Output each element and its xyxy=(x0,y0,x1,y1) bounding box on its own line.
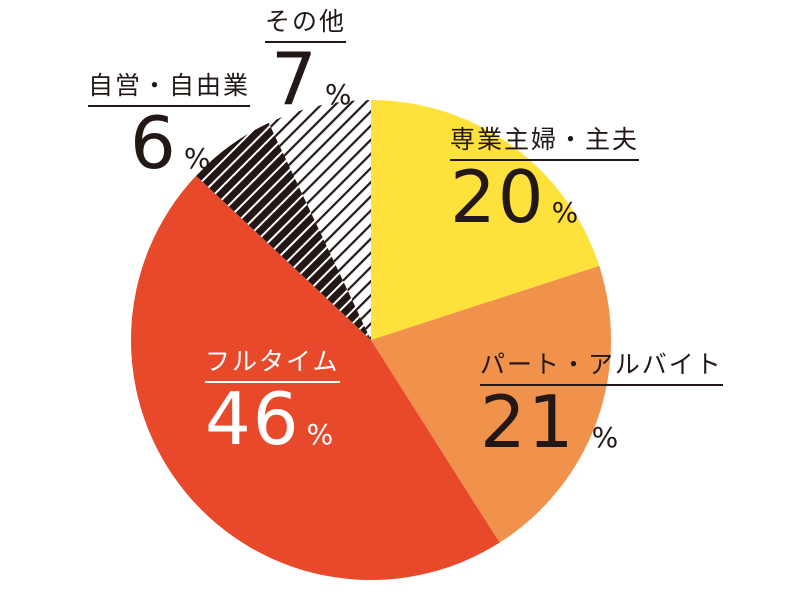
percent-sign: % xyxy=(183,142,211,175)
percent-sign: % xyxy=(551,196,579,229)
slice-label: フルタイム xyxy=(205,342,340,383)
slice-value: 21 xyxy=(480,380,576,464)
slice-value: 7 xyxy=(271,37,319,121)
slice-label: 専業主婦・主夫 xyxy=(450,120,640,161)
percent-sign: % xyxy=(324,78,352,111)
slice-value: 6 xyxy=(130,101,178,185)
label-group-2: フルタイム 46% xyxy=(205,342,340,455)
slice-label: その他 xyxy=(265,2,347,43)
label-group-1: パート・アルバイト 21% xyxy=(480,345,723,458)
pie-slice-2 xyxy=(130,175,500,581)
slice-label: 自営・自由業 xyxy=(88,66,251,107)
slice-label: パート・アルバイト xyxy=(480,345,723,386)
percent-sign: % xyxy=(591,421,619,454)
label-group-0: 専業主婦・主夫 20% xyxy=(450,120,640,233)
slice-value: 20 xyxy=(450,155,546,239)
label-group-4: その他 7% xyxy=(265,2,351,115)
pie-slice-3 xyxy=(196,122,371,340)
percent-sign: % xyxy=(306,418,334,451)
label-group-3: 自営・自由業 6% xyxy=(88,66,251,179)
pie-slice-0 xyxy=(371,100,600,340)
pie-slice-4 xyxy=(268,100,371,340)
slice-value: 46 xyxy=(205,377,301,461)
pie-slice-1 xyxy=(371,265,611,543)
